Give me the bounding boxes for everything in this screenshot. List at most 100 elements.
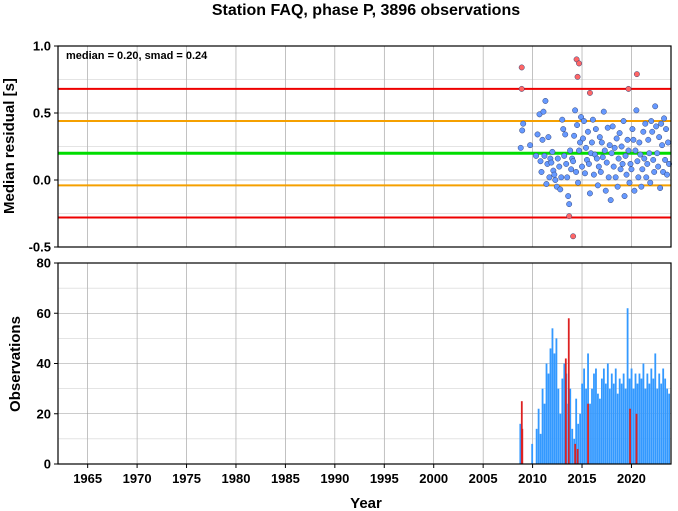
observation-bar (660, 383, 663, 464)
y-tick-label: 80 (37, 256, 51, 271)
observation-bar (519, 423, 522, 464)
observation-bar (591, 388, 593, 464)
residual-point (666, 160, 672, 167)
residual-point (622, 152, 629, 159)
residual-point (577, 139, 583, 146)
residual-point (608, 150, 615, 157)
residual-point (659, 142, 666, 149)
residual-point (627, 160, 634, 167)
residual-point (618, 143, 625, 150)
observation-bars (519, 308, 671, 464)
residual-point (615, 155, 622, 162)
observation-bar (521, 428, 524, 464)
residual-point (583, 144, 589, 151)
residual-point (623, 171, 630, 178)
residual-y-ticks: -0.5 0.0 0.5 1.0 (29, 39, 58, 255)
residual-point (572, 107, 579, 114)
observation-bar (668, 393, 671, 464)
residual-point (653, 123, 660, 130)
residual-point (648, 118, 655, 124)
residual-point (557, 186, 564, 193)
stats-annotation: median = 0.20, smad = 0.24 (66, 50, 208, 62)
residual-point (518, 85, 525, 92)
residual-point (664, 171, 670, 178)
x-tick-label: 1965 (73, 471, 102, 486)
observation-bar (551, 328, 554, 464)
observation-bar (608, 388, 611, 464)
observation-bar (624, 388, 627, 464)
residual-point (548, 159, 555, 166)
residual-point (663, 126, 670, 133)
residual-point (588, 139, 595, 146)
residual-point (606, 142, 613, 149)
observation-bar (563, 363, 566, 464)
residual-point (605, 174, 612, 181)
residual-point (576, 60, 582, 67)
residual-point (520, 120, 527, 127)
observation-bar (535, 428, 538, 464)
residual-point (581, 118, 587, 124)
residual-point (617, 166, 624, 173)
residual-point (593, 155, 600, 162)
y-tick-label: -0.5 (29, 240, 51, 255)
residual-point (656, 134, 663, 141)
residual-point (554, 155, 561, 162)
observation-bar (585, 388, 587, 464)
residual-point (582, 170, 588, 177)
residual-point (630, 136, 637, 143)
observation-bar (555, 338, 558, 464)
chart-title: Station FAQ, phase P, 3896 observations (212, 2, 520, 19)
residual-point (589, 116, 596, 123)
observation-bar (610, 373, 613, 464)
residual-point (556, 163, 563, 170)
residual-point (586, 89, 593, 96)
residual-point (631, 187, 638, 194)
residual-point (662, 156, 669, 163)
observation-bar (583, 368, 585, 464)
residual-point (607, 197, 614, 204)
residual-point (637, 151, 644, 158)
residual-point (601, 147, 608, 154)
observation-bar (531, 443, 534, 464)
residual-point (620, 118, 627, 124)
residual-point (614, 183, 621, 190)
observation-bar (541, 388, 544, 464)
residual-point (644, 160, 651, 167)
observation-bar (561, 378, 564, 464)
observation-bar (576, 448, 579, 464)
observation-bar (646, 373, 649, 464)
residual-point (533, 152, 539, 159)
observation-bar (648, 383, 651, 464)
residual-point (599, 154, 606, 161)
residual-point (561, 152, 568, 159)
residual-point (650, 156, 657, 163)
residual-point (549, 148, 556, 155)
residual-point (542, 97, 549, 104)
residual-point (563, 160, 570, 167)
x-tick-label: 1990 (320, 471, 349, 486)
observation-bar (595, 368, 597, 464)
residual-point (551, 171, 558, 178)
residual-point (626, 179, 633, 186)
year-ticks: 1965 1970 1975 1980 1985 1990 1995 2000 2005 2010… (73, 464, 646, 486)
residual-point (590, 171, 597, 178)
observation-bar (640, 378, 643, 464)
x-tick-label: 2000 (419, 471, 448, 486)
x-tick-label: 1980 (222, 471, 251, 486)
observation-bar (602, 368, 605, 464)
residual-point (546, 174, 553, 181)
residual-point (586, 190, 593, 197)
observation-bar (599, 398, 601, 464)
residual-point (597, 169, 604, 175)
residual-point (534, 131, 541, 138)
observation-bar (612, 383, 615, 464)
residual-point (642, 120, 649, 127)
y-tick-label: 40 (37, 356, 51, 371)
residual-point (538, 169, 545, 175)
residual-point (537, 158, 544, 165)
residual-point (604, 124, 611, 131)
residual-point (633, 71, 640, 78)
observations-panel: 0 20 40 60 80 1965 1970 1975 1980 1985 1990 1995 20… (7, 256, 672, 511)
observations-y-label: Observations (7, 316, 24, 412)
